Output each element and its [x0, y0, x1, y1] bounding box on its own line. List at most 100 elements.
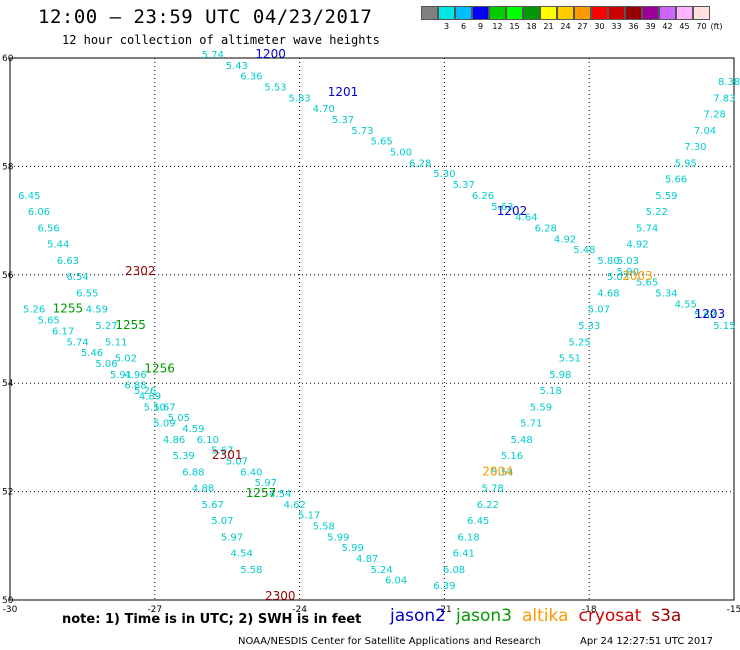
y-tick-label: 58 — [2, 162, 14, 172]
colorbar-swatch — [693, 6, 710, 20]
swh-value-label: 5.11 — [105, 337, 127, 348]
plot-frame — [9, 57, 735, 601]
swh-value-label: 6.45 — [467, 516, 489, 527]
swh-value-label: 5.58 — [240, 565, 262, 576]
x-tick-label: -15 — [727, 605, 740, 615]
swh-value-label: 4.86 — [163, 435, 185, 446]
swh-value-label: 5.74 — [636, 223, 658, 234]
swh-value-label: 5.44 — [47, 240, 69, 251]
swh-value-label: 5.83 — [288, 93, 310, 104]
colorbar-swatch — [642, 6, 659, 20]
swh-value-label: 5.62 — [694, 310, 716, 321]
swh-value-label: 4.92 — [554, 234, 576, 245]
swh-value-label: 5.48 — [510, 435, 532, 446]
swh-value-label: 6.10 — [197, 435, 219, 446]
generation-timestamp: Apr 24 12:27:51 UTC 2017 — [580, 636, 713, 647]
swh-value-label: 6.26 — [472, 191, 494, 202]
pass-number-label: 1202 — [497, 204, 528, 218]
swh-value-label: 5.71 — [520, 419, 542, 430]
swh-value-label: 5.24 — [371, 565, 393, 576]
colorbar-swatch — [455, 6, 472, 20]
map-title: 12:00 – 23:59 UTC 04/23/2017 — [38, 6, 373, 28]
swh-value-label: 4.88 — [192, 484, 214, 495]
y-tick-label: 60 — [2, 54, 14, 64]
colorbar-label: 12 — [492, 22, 503, 31]
colorbar-swatch — [489, 6, 506, 20]
swh-value-label: 4.89 — [139, 391, 161, 402]
swh-value-label: 4.64 — [515, 213, 537, 224]
colorbar-label: 36 — [628, 22, 639, 31]
swh-value-label: 5.07 — [211, 516, 233, 527]
swh-value-label: 5.15 — [713, 321, 735, 332]
swh-value-label: 5.90 — [617, 267, 639, 278]
pass-number-label: 1256 — [144, 361, 175, 375]
swh-value-label: 5.53 — [264, 83, 286, 94]
swh-value-label: 5.18 — [539, 386, 561, 397]
x-tick-label: -24 — [292, 605, 307, 615]
swh-value-label: 5.65 — [37, 316, 59, 327]
swh-value-label: 6.41 — [453, 549, 475, 560]
colorbar-swatch — [608, 6, 625, 20]
colorbar-label: 21 — [543, 22, 554, 31]
swh-value-label: 5.07 — [588, 305, 610, 316]
y-tick-label: 54 — [2, 379, 14, 389]
swh-value-label: 5.98 — [549, 370, 571, 381]
swh-value-label: 5.25 — [568, 337, 590, 348]
colorbar-label: 45 — [679, 22, 690, 31]
swh-value-label: 5.73 — [351, 126, 373, 137]
pass-number-label: 2301 — [212, 448, 243, 462]
credit-line: NOAA/NESDIS Center for Satellite Applica… — [238, 636, 541, 647]
colorbar-label: 33 — [611, 22, 622, 31]
swh-value-label: 5.99 — [342, 543, 364, 554]
swh-value-label: 5.22 — [646, 207, 668, 218]
colorbar-swatch — [591, 6, 608, 20]
swh-value-label: 5.30 — [433, 169, 455, 180]
swh-value-label: 6.39 — [433, 581, 455, 592]
swh-value-label: 5.48 — [573, 245, 595, 256]
swh-value-label: 5.99 — [327, 532, 349, 543]
colorbar-swatch — [574, 6, 591, 20]
swh-value-label: 5.34 — [655, 288, 677, 299]
colorbar-swatch — [625, 6, 642, 20]
colorbar-swatch — [421, 6, 438, 20]
swh-value-label: 5.58 — [313, 522, 335, 533]
pass-number-label: 1255 — [53, 302, 84, 316]
swh-value-label: 4.92 — [626, 240, 648, 251]
mission-label: s3a — [651, 606, 682, 626]
swh-value-label: 6.88 — [124, 381, 146, 392]
swh-value-label: 5.37 — [453, 180, 475, 191]
swh-value-label: 6.54 — [66, 272, 88, 283]
pass-number-label: 2003 — [622, 269, 653, 283]
swh-value-label: 5.37 — [332, 115, 354, 126]
swh-value-label: 5.43 — [226, 61, 248, 72]
swh-value-label: 5.33 — [578, 321, 600, 332]
swh-value-label: 6.55 — [76, 288, 98, 299]
colorbar-swatch — [557, 6, 574, 20]
x-tick-label: -18 — [582, 605, 597, 615]
swh-value-label: 7.28 — [704, 110, 726, 121]
mission-label: jason2 — [390, 606, 446, 626]
x-tick-label: -27 — [147, 605, 162, 615]
swh-value-label: 4.87 — [356, 554, 378, 565]
colorbar-unit: (ft) — [710, 22, 723, 31]
colorbar-label: 15 — [509, 22, 520, 31]
swh-value-label: 5.66 — [665, 175, 687, 186]
footer-note: note: 1) Time is in UTC; 2) SWH is in fe… — [62, 612, 362, 627]
y-tick-label: 50 — [2, 596, 14, 606]
mission-label: altika — [522, 606, 569, 626]
swh-value-label: 5.59 — [530, 402, 552, 413]
swh-value-label: 4.70 — [313, 104, 335, 115]
swh-value-label: 5.09 — [153, 419, 175, 430]
swh-value-label: 5.03 — [607, 272, 629, 283]
swh-value-label: 4.59 — [182, 424, 204, 435]
pass-number-label: 1200 — [255, 47, 286, 61]
swh-value-label: 7.30 — [684, 142, 706, 153]
colorbar-swatch — [676, 6, 693, 20]
swh-value-label: 6.04 — [385, 576, 407, 587]
colorbar-label: 24 — [560, 22, 571, 31]
pass-number-label: 2300 — [265, 589, 296, 603]
swh-value-label: 5.17 — [298, 511, 320, 522]
swh-value-label: 6.56 — [37, 223, 59, 234]
swh-value-label: 5.27 — [95, 321, 117, 332]
